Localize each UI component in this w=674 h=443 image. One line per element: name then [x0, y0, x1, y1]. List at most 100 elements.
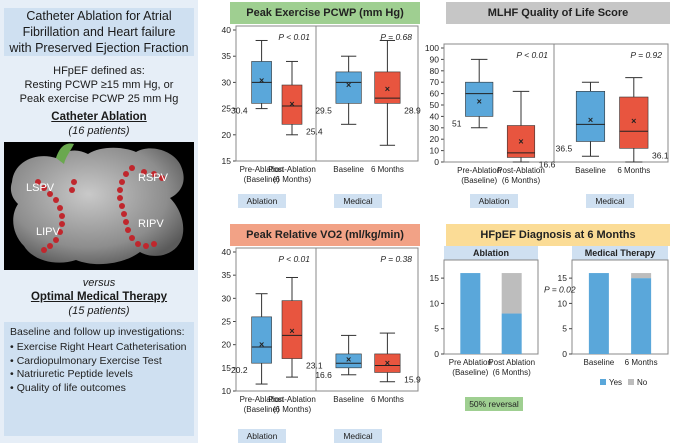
definition-line: Resting PCWP ≥15 mm Hg, or [24, 79, 174, 91]
pcwp-p-value: P = 0.68 [380, 32, 412, 42]
pcwp-ytick-label: 25 [222, 104, 232, 114]
vo2-x-label: 6 Months [371, 395, 404, 404]
mlhf-ytick-label: 60 [430, 89, 440, 99]
mlhf-x-label: Pre-Ablation [457, 166, 501, 175]
mlhf-box [465, 81, 494, 117]
pcwp-x-label: Pre-Ablation [240, 165, 284, 174]
hfpef-ytick-label: 10 [558, 298, 568, 308]
mlhf-ytick-label: 20 [430, 134, 440, 144]
mlhf-mean-label: 16.6 [539, 159, 556, 169]
vo2-p-value: P = 0.38 [380, 254, 412, 264]
mlhf-mean-marker: × [588, 115, 593, 125]
hfpef-bar-no [631, 273, 652, 279]
vo2-ytick-label: 30 [222, 293, 232, 303]
mlhf-ytick-label: 40 [430, 111, 440, 121]
vo2-group-label-ablation: Ablation [238, 429, 286, 443]
mlhf-p-value: P = 0.92 [630, 50, 662, 60]
pcwp-mean-label: 30.4 [231, 105, 248, 115]
vo2-ytick-label: 35 [222, 270, 232, 280]
mlhf-ytick-label: 80 [430, 66, 440, 76]
reversal-note: 50% reversal [465, 397, 523, 411]
pcwp-box [281, 84, 303, 125]
hfpef-panel-title: Ablation [473, 248, 509, 258]
hfpef-ytick-label: 0 [562, 349, 567, 359]
mlhf-chart-title: MLHF Quality of Life Score [446, 2, 670, 24]
mlhf-ytick-label: 50 [430, 100, 440, 110]
vo2-x-label: (6 Months) [273, 405, 312, 414]
mlhf-mean-label: 36.5 [556, 143, 573, 153]
hfpef-panel-title: Medical Therapy [585, 248, 656, 258]
medical-title: Optimal Medical Therapy [30, 291, 168, 303]
left-atrium-render [10, 143, 184, 265]
mlhf-x-label: Baseline [575, 166, 606, 175]
vo2-mean-label: 15.9 [404, 374, 421, 384]
mlhf-mean-marker: × [631, 116, 636, 126]
hfpef-chart-title: HFpEF Diagnosis at 6 Months [446, 224, 670, 246]
mlhf-x-label: 6 Months [617, 166, 650, 175]
pcwp-mean-marker: × [346, 80, 351, 90]
vo2-plot-frame [235, 247, 419, 392]
vo2-ytick-label: 25 [222, 317, 232, 327]
hfpef-x-label: 6 Months [625, 358, 658, 367]
vo2-mean-marker: × [259, 340, 264, 350]
vo2-ytick-label: 10 [222, 386, 232, 396]
lipv-label: LIPV [36, 226, 60, 238]
versus-label: versus [82, 277, 116, 289]
hfpef-x-label: (Baseline) [452, 368, 488, 377]
mlhf-mean-marker: × [518, 136, 523, 146]
hfpef-x-label: Baseline [584, 358, 615, 367]
pcwp-x-label: (6 Months) [273, 175, 312, 184]
hfpef-ytick-label: 5 [434, 324, 439, 334]
investigation-item: Exercise Right Heart Catheterisation [10, 341, 194, 355]
pcwp-mean-label: 25.4 [306, 126, 323, 136]
investigations-title: Baseline and follow up investigations: [10, 326, 185, 338]
vo2-box [251, 316, 272, 364]
mlhf-group-label-medical: Medical [586, 194, 634, 208]
pcwp-ytick-label: 40 [222, 25, 232, 35]
hfpef-ytick-label: 15 [558, 273, 568, 283]
left-atrium-image: LSPV RSPV LIPV RIPV [4, 142, 194, 270]
hfpef-bar-yes [631, 278, 652, 354]
vo2-group-label-medical: Medical [334, 429, 382, 443]
hfpef-legend-no: No [637, 378, 648, 387]
study-title: Catheter Ablation for Atrial Fibrillatio… [4, 8, 194, 56]
vo2-mean-marker: × [385, 358, 390, 368]
vo2-box [335, 353, 362, 369]
investigation-item: Quality of life outcomes [10, 382, 194, 396]
mlhf-box [619, 96, 649, 149]
hfpef-bar-yes [588, 273, 609, 354]
pcwp-mean-marker: × [259, 75, 264, 85]
vo2-x-label: Baseline [333, 395, 364, 404]
pcwp-x-label: Post-Ablation [268, 165, 316, 174]
hfpef-x-label: Pre Ablation [449, 358, 492, 367]
hfpef-ytick-label: 0 [434, 349, 439, 359]
pcwp-mean-marker: × [385, 84, 390, 94]
hfpef-bar-chart: Ablation 0 5 10 15 Pre Ablation(Baseline)Post… [430, 246, 669, 387]
ablation-arm: Catheter Ablation (16 patients) [0, 110, 198, 138]
lspv-label: LSPV [26, 182, 55, 194]
vo2-ytick-label: 20 [222, 340, 232, 350]
mlhf-mean-label: 36.1 [652, 150, 669, 160]
mlhf-p-value: P < 0.01 [516, 50, 548, 60]
pcwp-mean-label: 28.9 [404, 105, 421, 115]
pcwp-chart-title: Peak Exercise PCWP (mm Hg) [230, 2, 420, 24]
vo2-mean-marker: × [346, 354, 351, 364]
hfpef-panel-frame [571, 259, 669, 355]
hfpef-ytick-label: 10 [430, 298, 440, 308]
pcwp-ytick-label: 20 [222, 130, 232, 140]
title-line: with Preserved Ejection Fraction [4, 40, 194, 56]
pcwp-x-label: 6 Months [371, 165, 404, 174]
title-line: Fibrillation and Heart failure [4, 24, 194, 40]
pcwp-plot-frame [235, 25, 419, 162]
hfpef-panel-header [572, 246, 668, 260]
hfpef-p-value: P = 0.02 [544, 284, 576, 294]
left-panel: Catheter Ablation for Atrial Fibrillatio… [0, 0, 198, 443]
mlhf-group-label-ablation: Ablation [470, 194, 518, 208]
hfpef-bar-yes [501, 313, 522, 354]
mlhf-ytick-label: 30 [430, 123, 440, 133]
pcwp-x-label: Baseline [333, 165, 364, 174]
vo2-box-chart: 10 15 20 25 30 35 40 P < 0.01 × 20.2 Pre-Ablation(… [222, 247, 421, 414]
pcwp-box [335, 71, 362, 104]
ablation-count: (16 patients) [68, 125, 130, 137]
mlhf-ytick-label: 100 [425, 43, 439, 53]
